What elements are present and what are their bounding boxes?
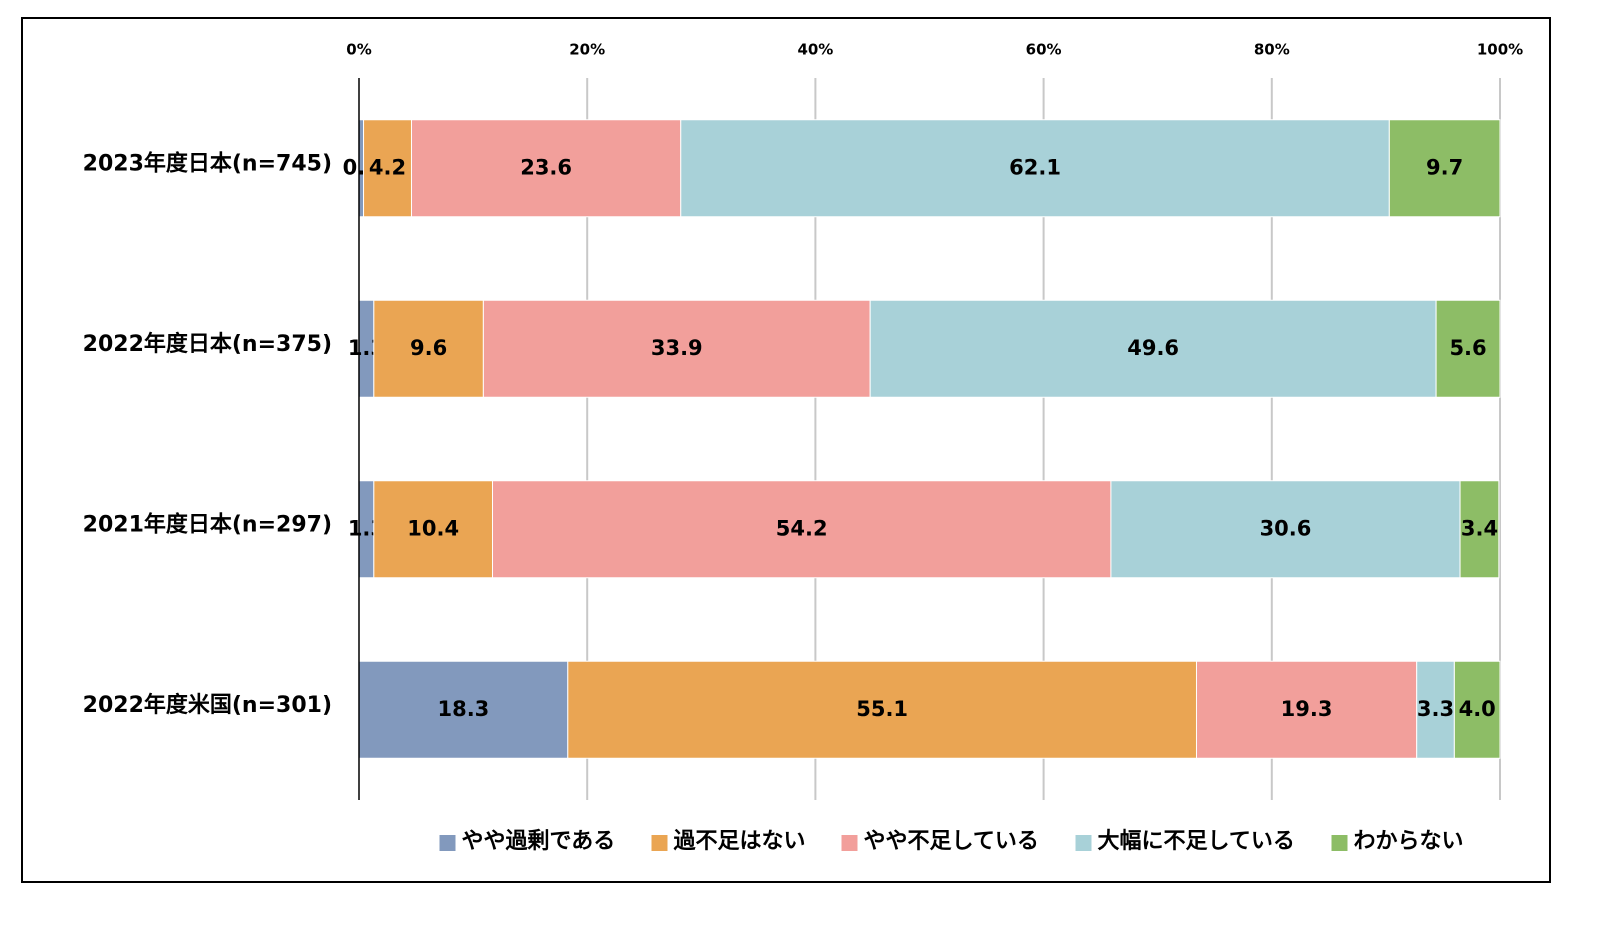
data-label: 23.6 bbox=[520, 155, 572, 179]
data-label: 4.2 bbox=[369, 155, 406, 179]
bar-segment bbox=[491, 480, 1112, 579]
data-label: 55.1 bbox=[856, 697, 908, 721]
bar-segment bbox=[358, 660, 569, 759]
legend-swatch bbox=[439, 835, 456, 851]
bar-segment bbox=[567, 660, 1197, 759]
y-tick-label: 2021年度日本(n=297) bbox=[83, 511, 332, 537]
legend-label: やや過剰である bbox=[462, 828, 616, 854]
data-label: 3.3 bbox=[1417, 697, 1454, 721]
bar-segment bbox=[1459, 480, 1500, 579]
legend-label: わからない bbox=[1354, 829, 1464, 854]
bar-segment bbox=[1416, 660, 1455, 759]
data-label: 3.4 bbox=[1461, 516, 1498, 540]
bar-segment bbox=[373, 299, 484, 398]
y-tick-label: 2023年度日本(n=745) bbox=[83, 150, 332, 176]
x-tick-label: 40% bbox=[797, 41, 833, 59]
legend-label: やや不足している bbox=[864, 829, 1039, 854]
data-label: 18.3 bbox=[437, 697, 489, 721]
bar-segment bbox=[1110, 480, 1461, 579]
x-tick-label: 100% bbox=[1477, 41, 1523, 59]
bar-segment bbox=[680, 119, 1390, 218]
bar-segment bbox=[869, 299, 1437, 398]
x-tick-label: 20% bbox=[569, 41, 605, 59]
data-label: 49.6 bbox=[1127, 336, 1179, 360]
data-label: 10.4 bbox=[407, 516, 459, 540]
data-label: 19.3 bbox=[1281, 697, 1333, 721]
bar-segment bbox=[373, 480, 493, 579]
bar-segment bbox=[1435, 299, 1501, 398]
data-label: 5.6 bbox=[1449, 336, 1486, 360]
legend-swatch bbox=[841, 835, 858, 851]
data-label: 33.9 bbox=[651, 336, 703, 360]
data-label: 30.6 bbox=[1260, 516, 1312, 540]
data-label: 9.7 bbox=[1426, 155, 1463, 179]
legend-label: 過不足はない bbox=[674, 828, 806, 854]
bar-segment bbox=[1195, 660, 1418, 759]
data-label: 62.1 bbox=[1009, 155, 1061, 179]
data-label: 9.6 bbox=[410, 336, 447, 360]
bar-segment bbox=[482, 299, 871, 398]
data-label: 4.0 bbox=[1459, 697, 1496, 721]
legend-swatch bbox=[1075, 835, 1092, 851]
legend-swatch bbox=[651, 835, 668, 851]
bar-segment bbox=[1453, 660, 1501, 759]
y-tick-label: 2022年度日本(n=375) bbox=[83, 331, 332, 357]
bar-segment bbox=[1388, 119, 1501, 218]
legend-swatch bbox=[1331, 835, 1348, 851]
data-label: 54.2 bbox=[776, 516, 828, 540]
x-tick-label: 60% bbox=[1026, 41, 1062, 59]
x-tick-label: 0% bbox=[346, 41, 371, 59]
y-tick-label: 2022年度米国(n=301) bbox=[83, 692, 332, 718]
legend-label: 大幅に不足している bbox=[1098, 829, 1295, 854]
x-tick-label: 80% bbox=[1254, 41, 1290, 59]
